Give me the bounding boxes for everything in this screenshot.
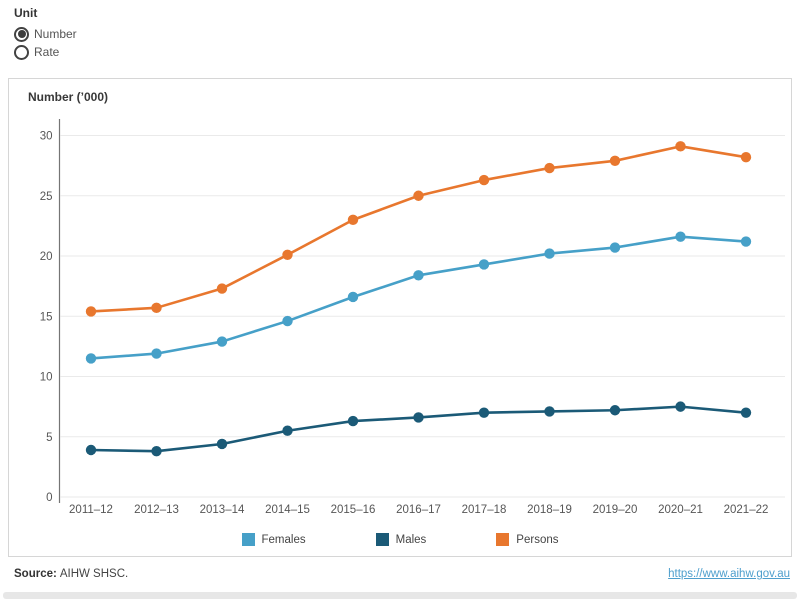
- data-point-females[interactable]: [740, 236, 752, 247]
- x-tick-label: 2017–18: [462, 504, 507, 516]
- data-point-males[interactable]: [216, 438, 228, 450]
- aihw-link[interactable]: https://www.aihw.gov.au: [668, 568, 790, 580]
- data-point-females[interactable]: [151, 348, 162, 359]
- legend-label: Persons: [516, 533, 559, 546]
- x-tick-label: 2019–20: [593, 504, 638, 516]
- radio-icon[interactable]: [14, 26, 29, 42]
- data-point-females[interactable]: [85, 353, 97, 364]
- source-note: Source: AIHW SHSC.: [14, 568, 128, 580]
- data-point-persons[interactable]: [544, 162, 555, 174]
- y-tick-label: 10: [40, 372, 53, 384]
- x-tick-label: 2012–13: [134, 504, 179, 516]
- x-tick-label: 2014–15: [265, 504, 310, 516]
- data-point-males[interactable]: [85, 444, 97, 456]
- data-point-males[interactable]: [347, 415, 359, 427]
- data-point-females[interactable]: [413, 270, 424, 281]
- legend-item-males[interactable]: Males: [375, 533, 427, 546]
- unit-option-rate[interactable]: Rate: [14, 43, 77, 61]
- data-point-persons[interactable]: [282, 249, 293, 260]
- y-tick-label: 20: [40, 251, 53, 263]
- data-point-persons[interactable]: [151, 302, 162, 314]
- data-point-males[interactable]: [478, 407, 490, 418]
- data-point-males[interactable]: [282, 425, 293, 436]
- y-tick-label: 0: [46, 492, 52, 504]
- y-tick-label: 5: [46, 432, 52, 444]
- radio-label: Rate: [34, 45, 60, 59]
- data-point-persons[interactable]: [609, 155, 621, 167]
- data-point-persons[interactable]: [85, 306, 97, 317]
- radio-icon[interactable]: [14, 44, 29, 60]
- data-point-males[interactable]: [609, 405, 621, 416]
- horizontal-scrollbar[interactable]: [3, 592, 797, 599]
- legend-swatch-icon: [496, 533, 510, 546]
- data-point-persons[interactable]: [413, 190, 424, 201]
- data-point-males[interactable]: [544, 406, 555, 417]
- data-point-females[interactable]: [347, 291, 359, 303]
- radio-label: Number: [34, 27, 77, 41]
- chart-legend: Females Males Persons: [9, 533, 791, 546]
- y-tick-label: 25: [40, 191, 53, 203]
- y-tick-label: 15: [40, 311, 53, 323]
- data-point-males[interactable]: [151, 446, 162, 457]
- legend-swatch-icon: [375, 533, 389, 546]
- data-point-persons[interactable]: [347, 214, 359, 226]
- data-point-females[interactable]: [478, 259, 490, 270]
- legend-label: Males: [395, 533, 427, 546]
- series-line-persons: [89, 145, 748, 313]
- x-tick-label: 2015–16: [331, 504, 376, 516]
- data-point-males[interactable]: [740, 407, 752, 418]
- footer: Source: AIHW SHSC. https://www.aihw.gov.a…: [14, 564, 790, 584]
- legend-swatch-icon: [241, 533, 255, 546]
- data-point-persons[interactable]: [216, 283, 228, 294]
- data-point-females[interactable]: [609, 242, 621, 253]
- x-tick-label: 2016–17: [396, 504, 441, 516]
- x-tick-label: 2011–12: [69, 504, 113, 516]
- legend-label: Females: [261, 533, 306, 546]
- y-tick-label: 30: [40, 131, 53, 143]
- source-text: AIHW SHSC.: [59, 568, 129, 580]
- data-point-males[interactable]: [675, 401, 686, 412]
- data-point-persons[interactable]: [740, 151, 752, 163]
- data-point-persons[interactable]: [478, 174, 490, 186]
- data-point-females[interactable]: [282, 315, 293, 327]
- chart-title: Number (’000): [28, 90, 109, 104]
- unit-option-number[interactable]: Number: [14, 25, 77, 43]
- data-point-females[interactable]: [544, 248, 555, 259]
- x-tick-label: 2013–14: [200, 504, 245, 516]
- source-label: Source:: [14, 568, 57, 580]
- unit-label: Unit: [14, 6, 38, 20]
- chart-card: Number (’000) 0 5 10 15 20 25 30 2011–12 2012–13…: [8, 78, 792, 557]
- unit-control-panel: Unit Number Rate: [14, 6, 77, 61]
- x-tick-label: 2020–21: [658, 504, 703, 516]
- x-tick-label: 2018–19: [527, 504, 572, 516]
- data-point-females[interactable]: [675, 231, 686, 242]
- legend-item-persons[interactable]: Persons: [496, 533, 558, 546]
- legend-item-females[interactable]: Females: [241, 533, 306, 546]
- line-chart: 0 5 10 15 20 25 30 2011–12 2012–13 2013–14 2014–15…: [40, 119, 785, 516]
- data-point-females[interactable]: [216, 336, 228, 347]
- unit-radio-group: Number Rate: [14, 25, 77, 61]
- x-tick-label: 2021–22: [724, 504, 769, 516]
- data-point-persons[interactable]: [675, 141, 686, 152]
- data-point-males[interactable]: [413, 412, 424, 423]
